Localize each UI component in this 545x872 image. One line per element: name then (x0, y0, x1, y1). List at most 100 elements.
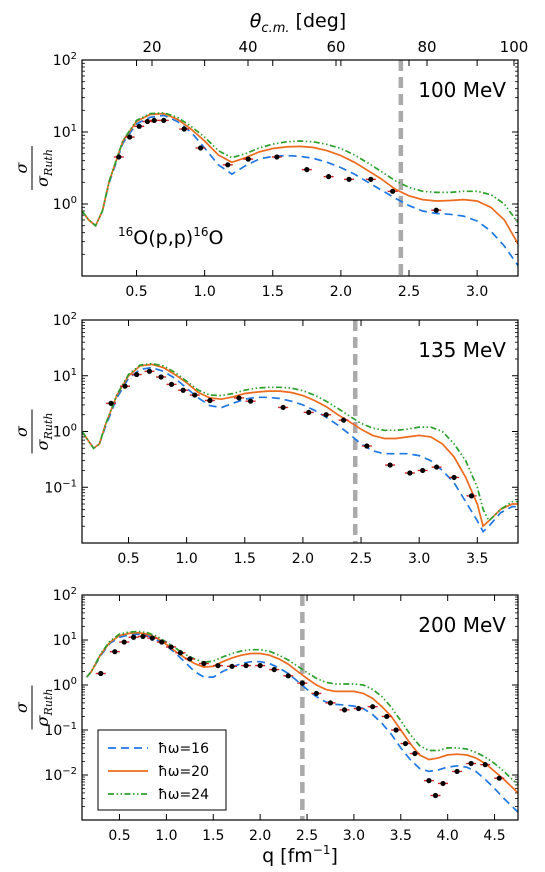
y-tick-exponent: 0 (71, 676, 77, 687)
curve-ħω=24 (82, 362, 518, 523)
data-point (112, 649, 118, 655)
data-point (454, 768, 460, 775)
data-point (243, 662, 249, 669)
data-point (433, 207, 439, 213)
x-tick-label: 3.0 (408, 551, 430, 567)
x-tick-label: 3.5 (390, 828, 412, 844)
data-point (161, 117, 167, 123)
x-tick-label: 2.0 (292, 551, 314, 567)
y-tick-base: 10 (44, 480, 62, 496)
data-point (356, 705, 362, 712)
plot-area (82, 320, 518, 543)
data-point (370, 704, 376, 710)
y-tick-exponent: −1 (62, 721, 77, 732)
curve-ħω=16 (86, 633, 518, 813)
data-point (280, 404, 286, 411)
y-tick-label: 10−2 (44, 766, 77, 784)
y-label-den-sub: Ruth (42, 689, 55, 717)
data-point (451, 474, 457, 481)
data-point (181, 126, 187, 132)
data-point (144, 118, 150, 125)
axes-frame (81, 319, 519, 544)
data-point (98, 670, 104, 677)
top-axis-tick-label: 40 (238, 38, 257, 56)
legend-label: ħω=24 (158, 787, 209, 803)
curve-ħω=20 (82, 363, 518, 528)
data-point (168, 644, 174, 650)
data-point (247, 398, 254, 404)
y-label-denominator: σRuth (33, 149, 55, 187)
data-point (116, 154, 122, 160)
x-tick-label: 2.0 (249, 828, 271, 844)
data-point (440, 780, 446, 787)
data-point (127, 134, 133, 140)
legend-label: ħω=16 (158, 741, 209, 757)
data-point (420, 467, 426, 474)
curve-ħω=20 (82, 112, 518, 245)
y-tick-base: 10 (44, 723, 62, 739)
curve-ħω=24 (82, 111, 518, 228)
y-label-denominator: σRuth (33, 413, 55, 451)
legend-label: ħω=20 (158, 764, 209, 780)
x-tick-label: 4.5 (483, 828, 505, 844)
data-point (393, 727, 399, 733)
data-point (285, 673, 291, 679)
data-point (177, 650, 184, 656)
bottom-axis-prefix: q [fm (262, 845, 313, 867)
y-tick-base: 10 (53, 313, 71, 329)
x-tick-label: 3.0 (343, 828, 365, 844)
data-point (341, 417, 347, 423)
data-point (387, 462, 393, 468)
data-point (402, 740, 409, 747)
data-point (326, 174, 332, 180)
energy-label: 200 MeV (418, 613, 506, 637)
y-tick-base: 10 (53, 53, 71, 69)
y-label-denominator: σRuth (33, 689, 55, 727)
reaction-body: O(p,p) (133, 227, 193, 249)
data-point (149, 635, 155, 641)
data-point (121, 639, 127, 645)
y-tick-exponent: 1 (71, 631, 77, 642)
x-tick-label: 4.0 (437, 828, 459, 844)
x-tick-label: 1.0 (155, 828, 177, 844)
data-point (496, 775, 502, 781)
data-point (151, 117, 157, 123)
reaction-mass-b: 16 (193, 225, 208, 239)
x-tick-label: 1.5 (234, 551, 256, 567)
data-point (245, 156, 251, 162)
curve-ħω=16 (82, 366, 518, 533)
y-tick-label: 100 (53, 423, 77, 441)
data-point (346, 176, 352, 182)
x-tick-label: 0.5 (117, 551, 139, 567)
data-point (274, 154, 280, 160)
data-point (229, 663, 235, 669)
data-point (432, 792, 439, 799)
y-tick-exponent: 2 (71, 311, 77, 322)
y-tick-base: 10 (44, 768, 62, 784)
data-point (180, 387, 186, 393)
y-tick-label: 102 (53, 51, 77, 69)
data-point (158, 374, 164, 380)
data-point (482, 762, 488, 768)
y-tick-exponent: 0 (71, 195, 77, 206)
data-point (323, 412, 329, 418)
data-point (327, 700, 334, 706)
x-tick-label: 1.0 (193, 284, 215, 300)
x-tick-label: 2.0 (330, 284, 352, 300)
data-point (368, 176, 374, 182)
y-tick-label: 102 (53, 311, 77, 329)
bottom-axis-sup: −1 (313, 843, 331, 857)
plot-area (86, 595, 518, 820)
plot-area (82, 60, 518, 276)
top-axis-tick-label: 60 (326, 38, 345, 56)
data-point (192, 392, 198, 398)
data-point (201, 660, 207, 667)
energy-label: 135 MeV (418, 338, 506, 362)
data-point (108, 400, 114, 406)
data-point (313, 690, 320, 697)
y-label-den-symbol: σ (33, 438, 52, 450)
data-point (134, 371, 140, 378)
data-point (136, 123, 142, 129)
data-point (236, 395, 242, 401)
